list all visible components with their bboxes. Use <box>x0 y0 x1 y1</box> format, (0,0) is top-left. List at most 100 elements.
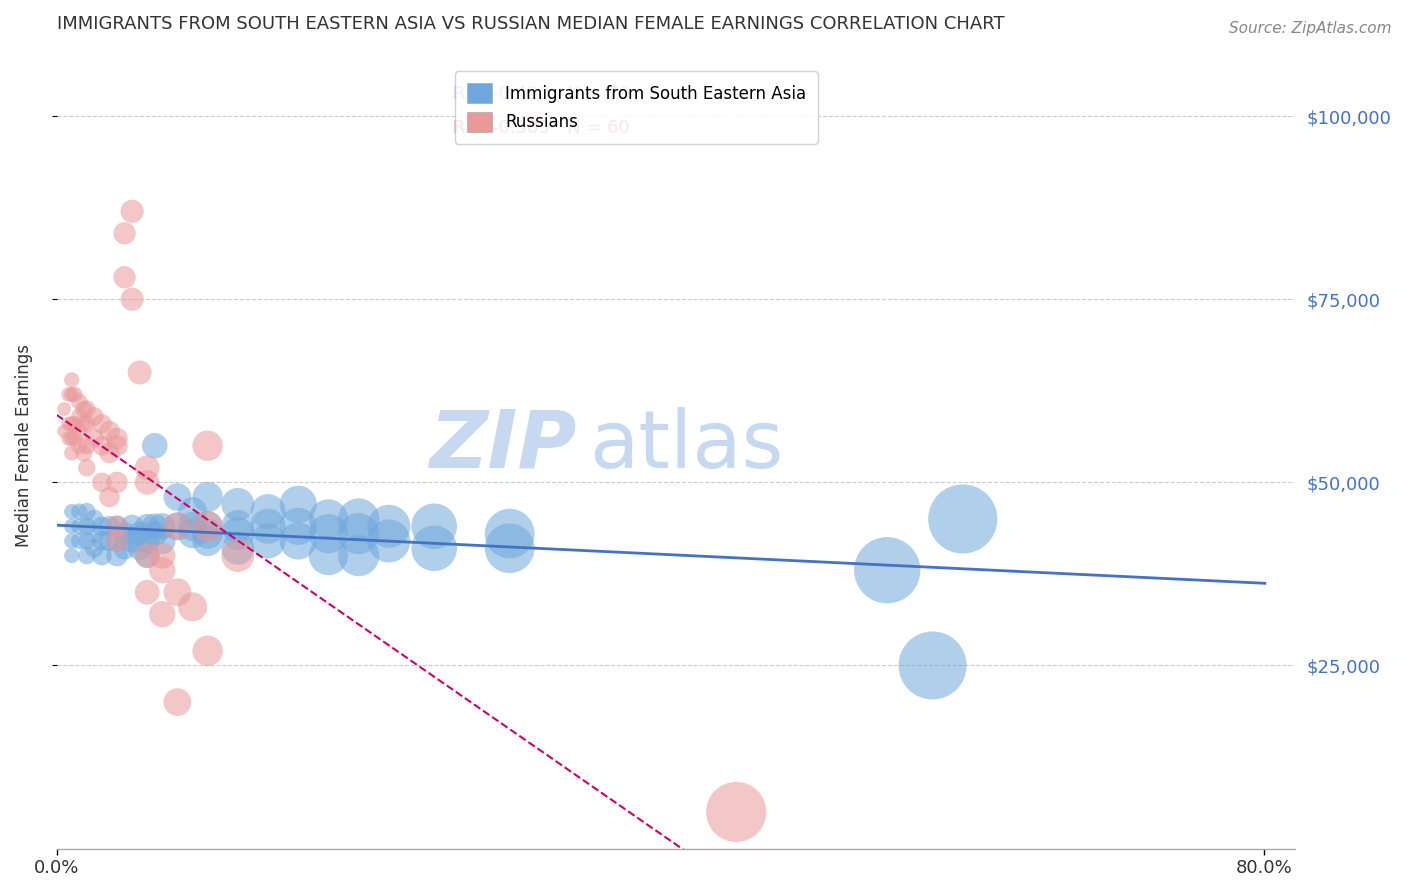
Text: Source: ZipAtlas.com: Source: ZipAtlas.com <box>1229 21 1392 36</box>
Point <box>98 533 121 548</box>
Point <box>90 475 112 490</box>
Point <box>90 533 112 548</box>
Point <box>166 585 188 599</box>
Point <box>952 512 974 526</box>
Point <box>181 599 204 614</box>
Point <box>181 505 204 519</box>
Point <box>105 475 128 490</box>
Point <box>58 431 80 445</box>
Point <box>197 490 219 504</box>
Point <box>114 526 136 541</box>
Point <box>166 695 188 709</box>
Point <box>197 519 219 533</box>
Point <box>73 417 96 431</box>
Point <box>105 519 128 533</box>
Point <box>83 541 105 556</box>
Point <box>105 431 128 445</box>
Point <box>98 490 121 504</box>
Point <box>67 519 90 533</box>
Point <box>90 519 112 533</box>
Point <box>128 366 150 380</box>
Point <box>347 549 370 563</box>
Point <box>83 431 105 445</box>
Point <box>226 526 249 541</box>
Point <box>150 549 173 563</box>
Point <box>83 512 105 526</box>
Point <box>921 658 943 673</box>
Point <box>98 446 121 460</box>
Point <box>378 533 401 548</box>
Point <box>136 533 159 548</box>
Point <box>114 270 136 285</box>
Point <box>166 490 188 504</box>
Point <box>136 549 159 563</box>
Point <box>136 549 159 563</box>
Point <box>73 446 96 460</box>
Point <box>67 533 90 548</box>
Point <box>90 439 112 453</box>
Point <box>181 519 204 533</box>
Point <box>60 446 83 460</box>
Point <box>287 533 309 548</box>
Point <box>105 439 128 453</box>
Point <box>423 541 446 556</box>
Point <box>73 402 96 417</box>
Point <box>67 424 90 438</box>
Point <box>83 526 105 541</box>
Point <box>121 292 143 306</box>
Point <box>166 519 188 533</box>
Point <box>105 533 128 548</box>
Point <box>121 533 143 548</box>
Point <box>257 533 280 548</box>
Point <box>136 585 159 599</box>
Point <box>63 387 86 401</box>
Point <box>287 519 309 533</box>
Point <box>150 533 173 548</box>
Point <box>60 549 83 563</box>
Point <box>67 394 90 409</box>
Point <box>347 512 370 526</box>
Point <box>53 424 76 438</box>
Point <box>197 533 219 548</box>
Point <box>499 541 522 556</box>
Point <box>60 387 83 401</box>
Point <box>114 541 136 556</box>
Point <box>181 526 204 541</box>
Point <box>725 805 748 819</box>
Point <box>347 526 370 541</box>
Text: ZIP: ZIP <box>429 407 576 484</box>
Point <box>318 512 340 526</box>
Point <box>60 373 83 387</box>
Point <box>226 549 249 563</box>
Point <box>121 519 143 533</box>
Point <box>150 607 173 622</box>
Point <box>58 387 80 401</box>
Text: R = -0.430   N = 70: R = -0.430 N = 70 <box>453 85 630 103</box>
Point <box>136 475 159 490</box>
Point <box>287 497 309 511</box>
Point <box>143 439 166 453</box>
Text: R = -0.383   N = 60: R = -0.383 N = 60 <box>453 119 630 136</box>
Point <box>128 526 150 541</box>
Point <box>76 439 98 453</box>
Point <box>166 519 188 533</box>
Point <box>378 519 401 533</box>
Point <box>67 409 90 424</box>
Point <box>150 563 173 577</box>
Point <box>423 519 446 533</box>
Point <box>53 402 76 417</box>
Point <box>197 519 219 533</box>
Point <box>105 549 128 563</box>
Point <box>197 439 219 453</box>
Point <box>98 424 121 438</box>
Point <box>114 227 136 241</box>
Point <box>197 526 219 541</box>
Point <box>105 533 128 548</box>
Point <box>257 519 280 533</box>
Point <box>136 519 159 533</box>
Text: IMMIGRANTS FROM SOUTH EASTERN ASIA VS RUSSIAN MEDIAN FEMALE EARNINGS CORRELATION: IMMIGRANTS FROM SOUTH EASTERN ASIA VS RU… <box>56 15 1004 33</box>
Point <box>105 519 128 533</box>
Point <box>83 409 105 424</box>
Point <box>226 541 249 556</box>
Point <box>150 519 173 533</box>
